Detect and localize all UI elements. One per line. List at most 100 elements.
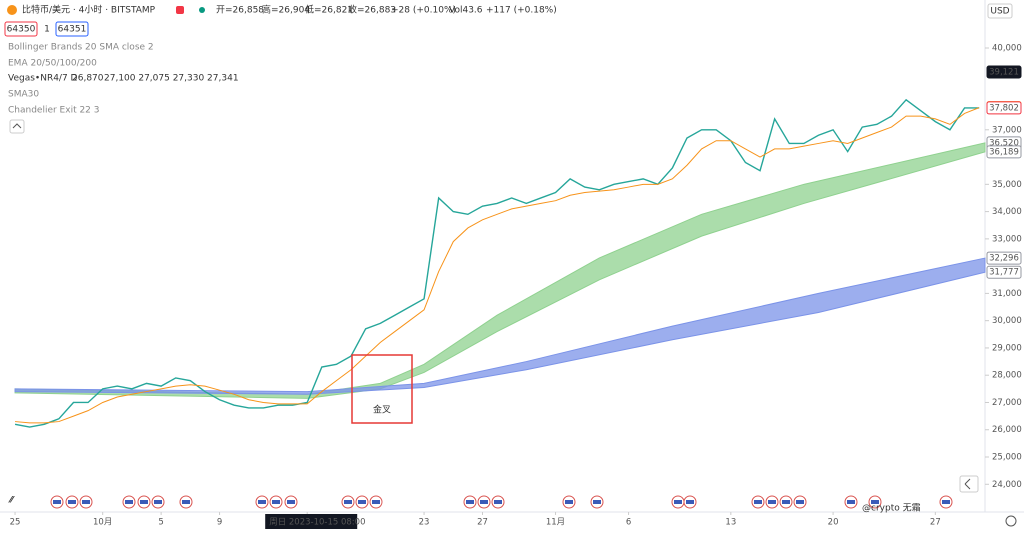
y-tick-label: 26,000 [992, 425, 1022, 435]
price-tag [986, 251, 1022, 265]
indicator[interactable]: SMA30 [8, 90, 39, 100]
price-tag-label: 39,121 [989, 67, 1019, 77]
event-icon-flag [140, 500, 148, 504]
event-icon-flag [372, 500, 380, 504]
indicator[interactable]: EMA 20/50/100/200 [8, 59, 97, 69]
y-tick-label: 24,000 [992, 480, 1022, 490]
x-tick-label: 5 [158, 518, 163, 528]
price-tag-label: 36,520 [989, 138, 1019, 148]
event-icon-flag [344, 500, 352, 504]
event-icon-flag [796, 500, 804, 504]
indicator[interactable]: Bollinger Brands 20 SMA close 2 [8, 43, 154, 53]
x-tick-label: 25 [10, 518, 21, 528]
y-tick-label: 34,000 [992, 207, 1022, 217]
collapse-icon [12, 123, 22, 129]
y-tick-label: 40,000 [992, 43, 1022, 53]
event-icon-flag [182, 500, 190, 504]
event-icon-flag [768, 500, 776, 504]
y-tick-label: 29,000 [992, 343, 1022, 353]
x-tick-label: 23 [419, 518, 430, 528]
indicator-values: 27,100 27,075 27,330 27,341 [104, 74, 239, 84]
x-tick-label: 6 [626, 518, 631, 528]
event-icon-flag [674, 500, 682, 504]
sell-button[interactable] [4, 21, 38, 37]
volume-change: +117 (+0.18%) [486, 6, 557, 16]
ema-band [14, 257, 986, 395]
y-tick-label: 37,000 [992, 125, 1022, 135]
y-tick-label: 28,000 [992, 371, 1022, 381]
y-tick-label: 33,000 [992, 234, 1022, 244]
status-dot [199, 7, 205, 13]
sell-price[interactable]: 64350 [7, 25, 36, 35]
event-icon-flag [287, 500, 295, 504]
ema-band [14, 142, 986, 399]
x-tick-label: 27 [477, 518, 488, 528]
settings-icon[interactable] [1005, 515, 1017, 527]
event-icon-flag [754, 500, 762, 504]
event-icon-flag [782, 500, 790, 504]
event-icon-flag [565, 500, 573, 504]
x-tick-label: 周日 2023-10-15 08:00 [269, 518, 365, 528]
buy-button[interactable] [55, 21, 89, 37]
event-icon-flag [942, 500, 950, 504]
event-icon-flag [466, 500, 474, 504]
price-tag [986, 65, 1022, 79]
quantity[interactable]: 1 [44, 25, 50, 35]
event-icon-flag [272, 500, 280, 504]
alert-icon[interactable] [176, 6, 184, 14]
event-icon-flag [358, 500, 366, 504]
coin-icon [7, 5, 17, 15]
y-tick-label: 35,000 [992, 180, 1022, 190]
event-icon-flag [847, 500, 855, 504]
high: 高=26,904 [262, 4, 310, 16]
y-tick-label: 30,000 [992, 316, 1022, 326]
event-icon-flag [258, 500, 266, 504]
event-icon-flag [480, 500, 488, 504]
low: 低=26,821 [305, 4, 353, 16]
symbol[interactable]: 比特币/美元 · 4小时 · BITSTAMP [22, 4, 156, 16]
collapse-button[interactable] [9, 119, 25, 134]
currency-button[interactable] [987, 3, 1013, 19]
event-icon-flag [494, 500, 502, 504]
buy-price[interactable]: 64351 [58, 25, 87, 35]
price-tag [986, 265, 1022, 279]
event-icon-flag [125, 500, 133, 504]
y-tick-label: 25,000 [992, 453, 1022, 463]
x-tick-label: 20 [828, 518, 839, 528]
event-icon-flag [871, 500, 879, 504]
price-tag-label: 32,296 [989, 254, 1019, 264]
x-tick-label: 11月 [546, 518, 565, 528]
event-icon-flag [53, 500, 61, 504]
close: 收=26,883 [348, 4, 396, 16]
volume: Vol43.6 [449, 6, 483, 16]
price-tag-label: 31,777 [989, 268, 1019, 278]
ema-line [14, 107, 980, 424]
price-tag-label: 37,802 [989, 103, 1019, 113]
price-tag-label: 36,189 [989, 147, 1019, 157]
indicator-value: 26,870 [72, 74, 104, 84]
event-icon-flag [68, 500, 76, 504]
scroll-icon [964, 478, 971, 490]
tv-logo: ⁄⁄ [8, 496, 16, 506]
currency[interactable]: USD [990, 7, 1009, 17]
event-icon-flag [686, 500, 694, 504]
crosshair-label-bg [265, 514, 358, 529]
y-tick-label: 31,000 [992, 289, 1022, 299]
price-line [14, 98, 980, 428]
event-icon-flag [82, 500, 90, 504]
indicator[interactable]: Vegas•NR4/7 D [8, 74, 78, 84]
y-tick-label: 27,000 [992, 398, 1022, 408]
x-tick-label: 10月 [93, 518, 112, 528]
indicator[interactable]: Chandelier Exit 22 3 [8, 106, 100, 116]
plot [14, 47, 989, 515]
scroll-button[interactable] [959, 475, 979, 493]
x-tick-label: 9 [217, 518, 222, 528]
price-tag [986, 145, 1022, 159]
open: 开=26,858 [216, 5, 264, 16]
event-icon-flag [154, 500, 162, 504]
event-icon-flag [593, 500, 601, 504]
watermark: @crypto 无霜 [862, 503, 921, 514]
price-tag [986, 101, 1022, 115]
annotation: 金叉 [373, 404, 391, 416]
